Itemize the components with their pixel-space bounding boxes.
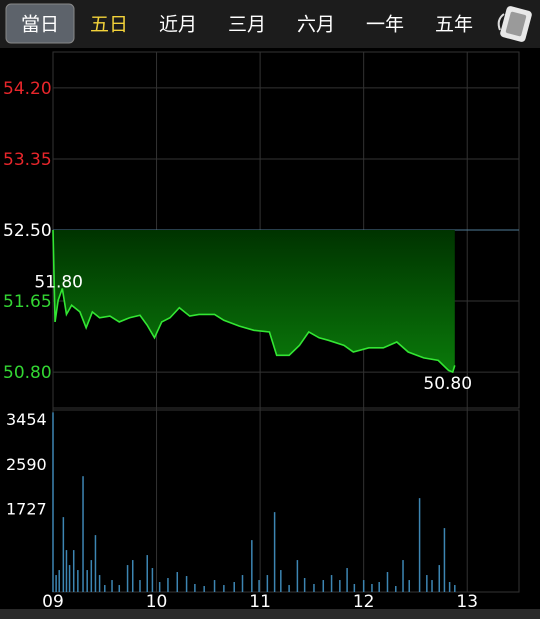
volume-bar (126, 565, 129, 592)
volume-bar (118, 585, 121, 592)
x-tick-label: 13 (456, 592, 478, 612)
volume-bar (55, 575, 57, 592)
volume-bar (395, 586, 397, 592)
volume-bar (241, 575, 244, 592)
x-tick-label: 12 (353, 592, 375, 612)
y-tick-label: 54.20 (3, 79, 52, 99)
volume-bar (194, 583, 196, 592)
volume-tick-label: 2590 (6, 455, 47, 474)
tab[interactable]: 三月 (228, 14, 266, 36)
volume-bar (402, 560, 404, 592)
volume-bar (454, 585, 456, 592)
volume-bar (346, 568, 348, 592)
volume-bar (280, 570, 282, 592)
volume-bar (185, 576, 188, 592)
volume-bar (223, 585, 225, 592)
volume-bar (258, 580, 260, 592)
x-tick-label: 09 (42, 592, 64, 612)
volume-bar (296, 560, 299, 592)
volume-bar (418, 498, 421, 592)
y-tick-label: 52.50 (3, 221, 52, 241)
x-tick-label: 10 (146, 592, 168, 612)
volume-bar (104, 585, 106, 592)
volume-bar (82, 476, 84, 592)
tab[interactable]: 近月 (159, 14, 197, 36)
tab-selected-bg (5, 3, 75, 44)
volume-bar (251, 540, 253, 592)
volume-bar (90, 560, 93, 592)
y-tick-label: 50.80 (3, 363, 52, 383)
volume-bar (408, 580, 410, 592)
y-tick-label: 53.35 (3, 150, 52, 170)
bottom-bar (0, 609, 540, 619)
volume-bar (94, 535, 97, 592)
volume-bar (386, 572, 389, 592)
volume-bar (77, 570, 79, 592)
volume-bar (273, 512, 276, 592)
volume-bar (378, 582, 380, 592)
rotate-icon[interactable] (497, 5, 533, 43)
volume-bar (158, 582, 161, 592)
y-tick-label: 51.65 (3, 292, 52, 312)
volume-bar (167, 578, 169, 592)
volume-bar (322, 580, 325, 592)
volume-bar (448, 582, 451, 592)
volume-bar (68, 565, 71, 592)
price-area (53, 230, 455, 373)
volume-bar (111, 580, 113, 592)
volume-bar (131, 560, 134, 592)
tab-bar (0, 0, 540, 48)
volume-bar (213, 580, 216, 592)
volume-bar (146, 555, 148, 592)
volume-bar (431, 580, 433, 592)
volume-bar (62, 517, 65, 592)
tab[interactable]: 六月 (297, 14, 335, 36)
volume-bar (176, 572, 179, 592)
volume-bar (353, 583, 356, 592)
price-annotation: 50.80 (423, 374, 472, 394)
volume-bar (58, 570, 60, 592)
price-line (52, 229, 456, 374)
x-tick-label: 11 (249, 592, 271, 612)
tab-group: 當日 五日 近月 三月 六月 一年 五年 (5, 3, 473, 44)
tab[interactable]: 五日 (90, 14, 128, 36)
volume-bar (98, 575, 101, 592)
volume-bar (371, 583, 373, 592)
volume-tick-label: 3454 (6, 410, 47, 429)
volume-bar (313, 583, 315, 592)
volume-bar (288, 585, 290, 592)
volume-bar (72, 550, 75, 592)
volume-bar (362, 580, 365, 592)
volume-bar (426, 575, 428, 592)
volume-bar (303, 578, 306, 592)
volume-bar (266, 575, 269, 592)
volume-bar (139, 580, 141, 592)
tab[interactable]: 當日 (21, 14, 59, 36)
volume-bar (233, 582, 235, 592)
labels: 09 10 11 12 13 54.20 53.35 52.50 51.65 50.80 3454 2… (3, 79, 478, 612)
volume-bar (330, 575, 333, 592)
volume-bar (65, 550, 68, 592)
volume-bar (438, 565, 441, 592)
tab[interactable]: 一年 (366, 14, 404, 36)
volume-bar (151, 568, 154, 592)
volume-bar (443, 528, 446, 592)
volume-bar (339, 580, 341, 592)
volume-bar (52, 412, 54, 592)
volume-bar (86, 570, 88, 592)
volume-bar (203, 586, 205, 592)
price-annotation: 51.80 (34, 272, 83, 292)
plot (52, 229, 456, 592)
volume-tick-label: 1727 (6, 500, 47, 519)
tab[interactable]: 五年 (435, 14, 473, 36)
